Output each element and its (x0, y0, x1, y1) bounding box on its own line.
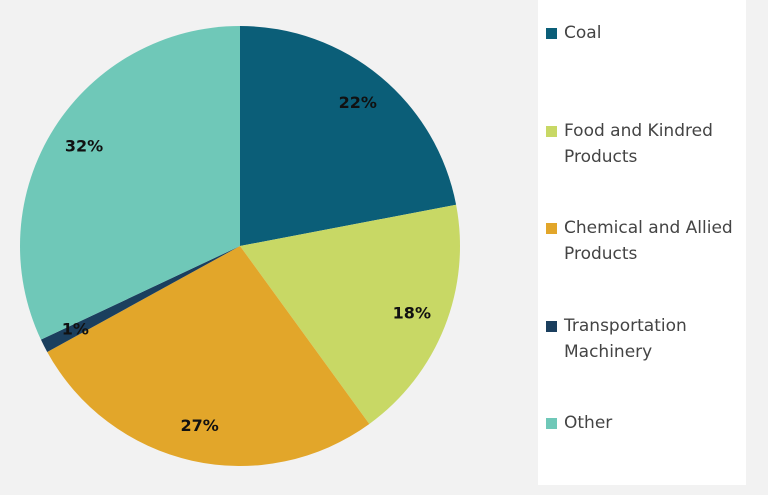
pie-slice (47, 246, 370, 466)
chart: 22% 18% 27% 1% 32% (20, 26, 460, 466)
legend-label: Other (564, 413, 613, 433)
legend-swatch (546, 28, 557, 39)
data-label: 1% (62, 319, 89, 338)
data-label: 18% (393, 304, 431, 323)
data-label: 32% (65, 136, 103, 155)
pie-slice (240, 26, 457, 246)
legend-item: Transportation Machinery (546, 313, 760, 365)
pie-slice (20, 26, 240, 340)
pie-slice (40, 246, 240, 352)
legend-label: Food and Kindred Products (564, 120, 713, 167)
legend-swatch (546, 320, 557, 332)
legend-label: Transportation Machinery (564, 315, 687, 362)
legend-item: Other (546, 410, 760, 436)
legend-swatch (546, 418, 557, 429)
legend-item: Coal (546, 20, 760, 46)
data-label: 22% (339, 93, 377, 112)
legend-item: Food and Kindred Products (546, 118, 760, 170)
legend-swatch (546, 223, 557, 234)
data-label: 27% (181, 416, 219, 435)
legend-item: Chemical and Allied Products (546, 215, 760, 267)
legend: Coal Food and Kindred Products Chemical an… (538, 0, 746, 485)
legend-label: Chemical and Allied Products (564, 218, 733, 264)
pie-slice (240, 204, 460, 424)
legend-swatch (546, 125, 557, 137)
legend-label: Coal (564, 23, 602, 43)
